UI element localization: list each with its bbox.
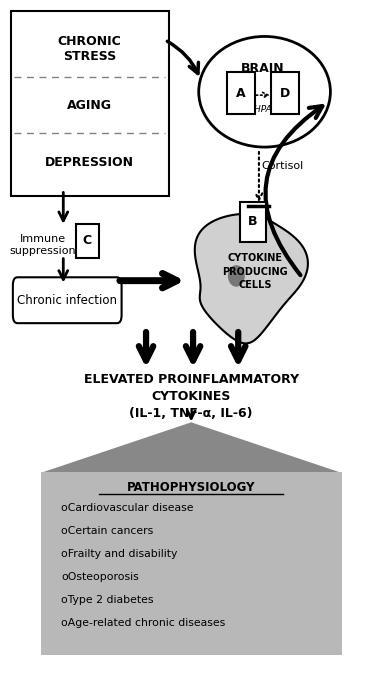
Text: oOsteoporosis: oOsteoporosis <box>62 572 139 582</box>
Text: oFrailty and disability: oFrailty and disability <box>62 549 178 559</box>
FancyBboxPatch shape <box>271 72 299 114</box>
FancyBboxPatch shape <box>76 224 99 258</box>
Bar <box>41 472 342 655</box>
Text: HPA Axis: HPA Axis <box>254 105 294 114</box>
Text: oCardiovascular disease: oCardiovascular disease <box>62 503 194 513</box>
Text: C: C <box>83 235 92 247</box>
Text: PATHOPHYSIOLOGY: PATHOPHYSIOLOGY <box>127 481 255 494</box>
Text: B: B <box>248 216 258 228</box>
Text: AGING: AGING <box>67 99 112 112</box>
Text: CYTOKINE: CYTOKINE <box>228 254 283 264</box>
Text: Cortisol: Cortisol <box>261 161 304 171</box>
Text: DEPRESSION: DEPRESSION <box>45 155 134 168</box>
Ellipse shape <box>228 265 245 287</box>
Text: ELEVATED PROINFLAMMATORY
CYTOKINES
(IL-1, TNF-α, IL-6): ELEVATED PROINFLAMMATORY CYTOKINES (IL-1… <box>84 373 299 420</box>
Text: oType 2 diabetes: oType 2 diabetes <box>62 595 154 605</box>
FancyBboxPatch shape <box>11 11 169 196</box>
Text: oAge-related chronic diseases: oAge-related chronic diseases <box>62 618 226 628</box>
Text: A: A <box>236 87 245 99</box>
Text: D: D <box>280 87 290 99</box>
Polygon shape <box>41 422 342 473</box>
Text: PRODUCING: PRODUCING <box>222 267 288 277</box>
Text: oCertain cancers: oCertain cancers <box>62 526 154 536</box>
Text: CELLS: CELLS <box>238 281 272 291</box>
Text: BRAIN: BRAIN <box>241 62 285 75</box>
FancyBboxPatch shape <box>227 72 255 114</box>
FancyBboxPatch shape <box>13 277 122 323</box>
Text: Immune
suppression: Immune suppression <box>9 234 76 256</box>
FancyBboxPatch shape <box>240 202 266 241</box>
Polygon shape <box>195 214 308 343</box>
Ellipse shape <box>199 37 330 147</box>
Text: CHRONIC
STRESS: CHRONIC STRESS <box>58 34 122 62</box>
Text: Chronic infection: Chronic infection <box>17 293 117 307</box>
